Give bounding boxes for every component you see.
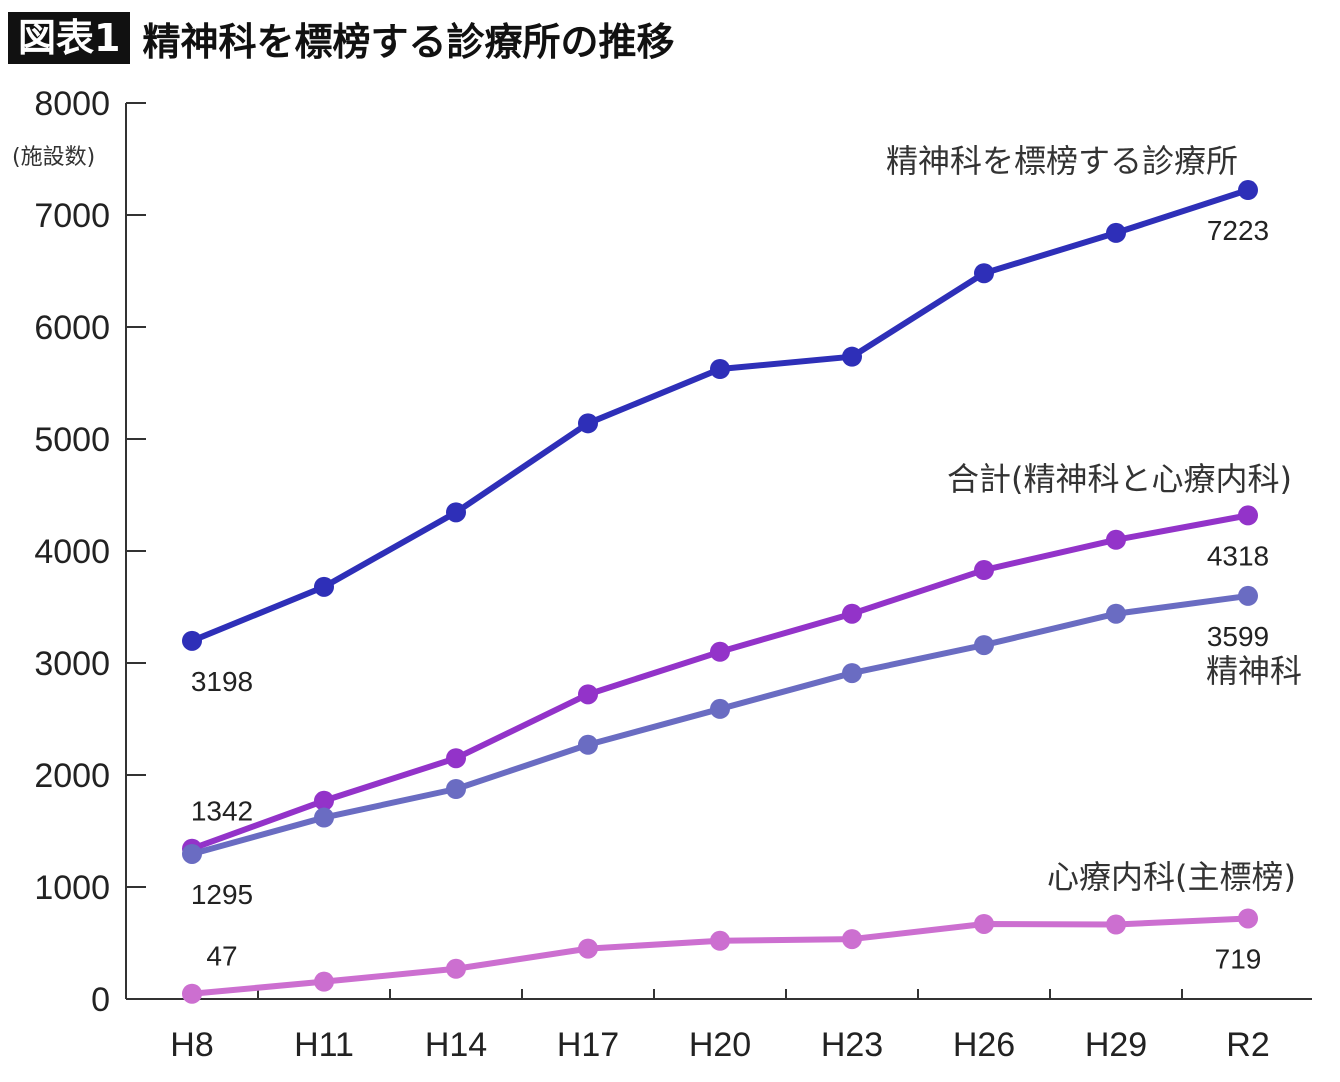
series-2 bbox=[182, 505, 1258, 859]
data-point bbox=[182, 630, 202, 651]
data-point bbox=[578, 413, 598, 434]
data-point bbox=[1238, 180, 1258, 201]
data-point bbox=[710, 359, 730, 379]
data-point bbox=[1106, 529, 1126, 550]
data-point bbox=[1238, 585, 1258, 606]
y-tick-label: 6000 bbox=[34, 309, 110, 347]
x-tick-label: H14 bbox=[425, 1026, 487, 1064]
series-name-label: 心療内科(主標榜) bbox=[1047, 858, 1296, 896]
data-point bbox=[314, 790, 334, 811]
figure-badge: 図表1 bbox=[8, 12, 131, 64]
chart-title: 精神科を標榜する診療所の推移 bbox=[142, 19, 675, 64]
data-point bbox=[842, 663, 862, 684]
data-point bbox=[578, 938, 598, 959]
data-point bbox=[182, 983, 202, 1004]
data-point bbox=[974, 560, 994, 581]
series-name-label: 精神科を標榜する診療所 bbox=[886, 142, 1238, 180]
series-line bbox=[189, 187, 1251, 644]
data-point bbox=[314, 971, 334, 992]
data-point bbox=[1106, 222, 1126, 243]
series-name-label: 精神科 bbox=[1206, 652, 1302, 690]
data-point bbox=[446, 502, 466, 523]
data-point bbox=[182, 843, 202, 864]
data-point bbox=[974, 635, 994, 656]
series-line bbox=[189, 592, 1251, 857]
data-label: 1295 bbox=[191, 879, 253, 910]
data-label: 4318 bbox=[1207, 540, 1269, 571]
data-point bbox=[578, 734, 598, 755]
series-1 bbox=[182, 180, 1258, 651]
y-tick-label: 1000 bbox=[34, 869, 110, 907]
data-point bbox=[1106, 603, 1126, 624]
data-point bbox=[842, 929, 862, 950]
axes: 0 1000 2000 3000 4000 5000 6000 7000 8000 (施設数) H8… bbox=[12, 85, 1312, 1064]
data-point bbox=[446, 958, 466, 979]
y-axis-unit-label: (施設数) bbox=[12, 145, 95, 170]
x-tick-label: H23 bbox=[821, 1026, 883, 1064]
x-tick-label: H17 bbox=[557, 1026, 619, 1064]
data-point bbox=[974, 263, 994, 284]
data-label: 7223 bbox=[1207, 215, 1269, 246]
series-3 bbox=[182, 585, 1258, 864]
y-tick-label: 8000 bbox=[34, 85, 110, 123]
x-tick-label: H20 bbox=[689, 1026, 751, 1064]
y-tick-label: 5000 bbox=[34, 421, 110, 459]
data-point bbox=[1238, 908, 1258, 929]
data-label: 47 bbox=[206, 941, 237, 972]
data-label: 3599 bbox=[1207, 621, 1269, 652]
data-point bbox=[974, 913, 994, 934]
x-tick-label: H29 bbox=[1085, 1026, 1147, 1064]
y-tick-label: 4000 bbox=[34, 533, 110, 571]
x-tick-label: H26 bbox=[953, 1026, 1015, 1064]
y-tick-label: 3000 bbox=[34, 645, 110, 683]
data-point bbox=[314, 807, 334, 828]
data-point bbox=[710, 698, 730, 719]
data-point bbox=[446, 779, 466, 799]
data-point bbox=[710, 641, 730, 662]
series-name-label: 合計(精神科と心療内科) bbox=[947, 460, 1292, 498]
y-tick-label: 0 bbox=[91, 981, 110, 1019]
series-line bbox=[189, 915, 1251, 997]
y-tick-label: 2000 bbox=[34, 757, 110, 795]
y-tick-label: 7000 bbox=[34, 197, 110, 235]
data-point bbox=[1106, 914, 1126, 935]
data-point bbox=[710, 930, 730, 951]
x-tick-label: H11 bbox=[294, 1026, 354, 1064]
data-point bbox=[578, 684, 598, 705]
data-point bbox=[842, 603, 862, 624]
data-label: 1342 bbox=[191, 796, 253, 827]
series-line bbox=[189, 512, 1251, 852]
chart-header: 図表1 精神科を標榜する診療所の推移 bbox=[8, 10, 674, 66]
data-label: 719 bbox=[1215, 943, 1262, 974]
data-point bbox=[446, 748, 466, 769]
data-point bbox=[1238, 505, 1258, 526]
series-4 bbox=[182, 908, 1258, 1004]
data-point bbox=[314, 576, 334, 597]
plot-area bbox=[182, 180, 1258, 1004]
x-tick-label: H8 bbox=[170, 1026, 213, 1064]
data-point bbox=[842, 346, 862, 367]
annotations: 3198 7223 1342 4318 1295 3599 47 719 精神科を標榜する診療所… bbox=[191, 142, 1302, 974]
data-label: 3198 bbox=[191, 666, 253, 697]
x-tick-label: R2 bbox=[1226, 1026, 1269, 1064]
